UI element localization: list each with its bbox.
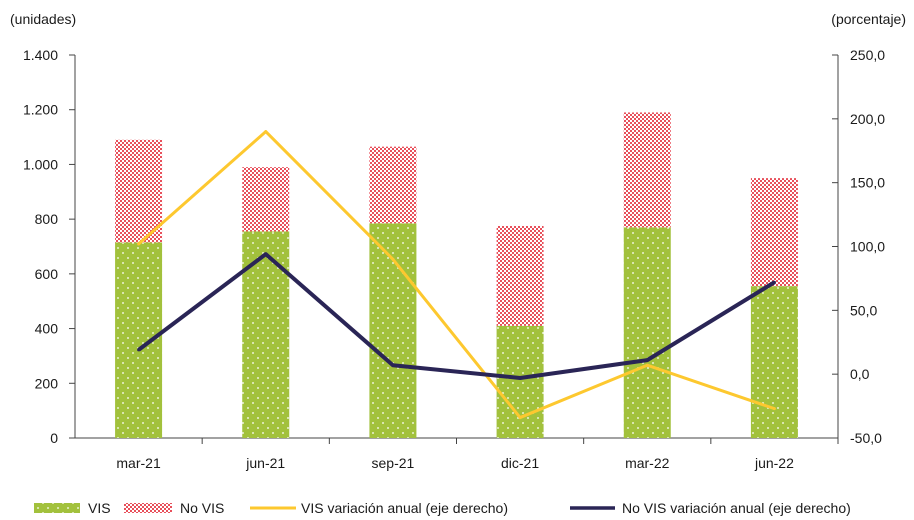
line-vis-variation	[137, 130, 775, 420]
legend-label-novis: No VIS	[180, 500, 224, 516]
right-tick-label: 200,0	[850, 111, 885, 127]
line-vis-variation-point	[137, 242, 141, 246]
bar-vis	[369, 223, 417, 438]
bar-vis	[115, 242, 163, 438]
right-tick-label: 150,0	[850, 175, 885, 191]
line-vis-variation-point	[772, 407, 776, 411]
series-lines	[137, 130, 776, 420]
x-tick-label: sep-21	[372, 455, 415, 471]
right-tick-label: 50,0	[850, 302, 877, 318]
left-tick-label: 200	[35, 375, 59, 391]
line-novis-variation-point	[391, 363, 395, 367]
bar-novis	[496, 225, 544, 326]
bar-vis	[242, 231, 290, 438]
left-tick-label: 0	[50, 430, 58, 446]
bar-vis	[496, 325, 544, 438]
x-tick-label: dic-21	[501, 455, 539, 471]
bar-novis	[369, 146, 417, 224]
x-tick-label: mar-21	[116, 455, 161, 471]
left-tick-label: 800	[35, 211, 59, 227]
bar-vis	[623, 227, 671, 438]
bar-novis	[242, 167, 290, 232]
left-tick-label: 1.000	[23, 156, 58, 172]
line-vis-variation-point	[264, 130, 268, 134]
left-tick-label: 1.400	[23, 47, 58, 63]
x-tick-label: jun-21	[245, 455, 285, 471]
bar-novis	[750, 178, 798, 287]
x-tick-label: mar-22	[625, 455, 670, 471]
left-tick-label: 400	[35, 321, 59, 337]
legend-swatch-novis	[124, 503, 172, 513]
line-vis-variation-point	[518, 416, 522, 420]
bars	[115, 112, 798, 438]
left-tick-label: 1.200	[23, 102, 58, 118]
line-vis-variation-point	[645, 363, 649, 367]
line-novis-variation-point	[264, 252, 268, 256]
left-axis-ticks: 0 200 400 600 800 1.000 1.200 1.400	[23, 47, 75, 446]
legend-label-vis-variation: VIS variación anual (eje derecho)	[301, 500, 508, 516]
bar-novis	[115, 139, 163, 243]
legend: VIS No VIS VIS variación anual (eje dere…	[34, 500, 851, 516]
line-vis-variation-point	[391, 257, 395, 261]
right-axis-title: (porcentaje)	[831, 11, 906, 27]
line-novis-variation-point	[645, 358, 649, 362]
right-tick-label: 0,0	[850, 366, 870, 382]
right-tick-label: 100,0	[850, 239, 885, 255]
legend-label-vis: VIS	[88, 500, 111, 516]
line-novis-variation-point	[772, 280, 776, 284]
line-novis-variation-point	[137, 348, 141, 352]
line-novis-variation-point	[518, 376, 522, 380]
left-tick-label: 600	[35, 266, 59, 282]
bar-novis	[623, 112, 671, 228]
line-novis-variation	[137, 252, 776, 380]
right-axis-ticks: -50,0 0,0 50,0 100,0 150,0 200,0 250,0	[832, 47, 885, 446]
legend-label-novis-variation: No VIS variación anual (eje derecho)	[622, 500, 851, 516]
bar-vis	[750, 286, 798, 438]
right-tick-label: 250,0	[850, 47, 885, 63]
right-tick-label: -50,0	[850, 430, 882, 446]
legend-swatch-vis	[34, 503, 80, 513]
x-tick-label: jun-22	[754, 455, 794, 471]
left-axis-title: (unidades)	[10, 11, 76, 27]
x-axis-labels: mar-21 jun-21 sep-21 dic-21 mar-22 jun-22	[116, 438, 839, 471]
